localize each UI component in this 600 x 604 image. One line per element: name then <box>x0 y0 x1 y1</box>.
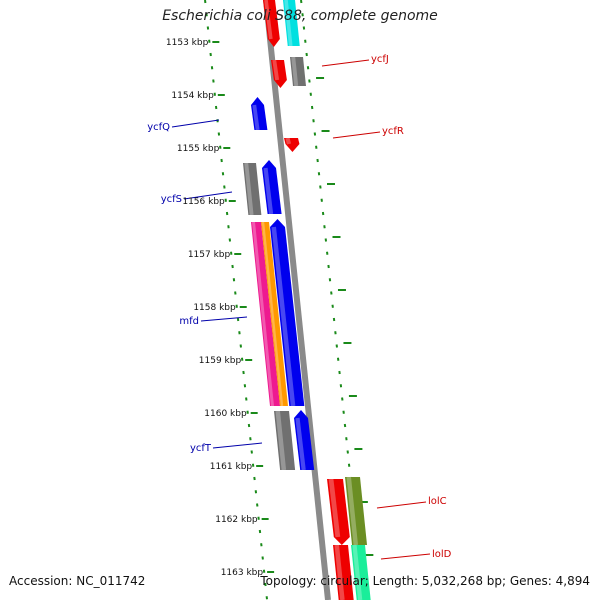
ruler-label: 1154 kbp <box>171 91 214 101</box>
gene-shade <box>288 138 289 144</box>
gene-label-ycfr-leader <box>333 132 380 138</box>
gene-label-ycfj: ycfJ <box>371 54 389 65</box>
gene-label-ycfj-leader <box>322 60 369 66</box>
gene-label-ycfr: ycfR <box>382 126 404 137</box>
gene-label-lolc: lolC <box>428 496 447 507</box>
ruler-label: 1159 kbp <box>199 356 242 366</box>
ruler-label: 1160 kbp <box>204 409 247 419</box>
gene-label-mfd: mfd <box>179 316 199 327</box>
ruler-label: 1153 kbp <box>166 38 209 48</box>
gene-features <box>243 0 371 600</box>
map-title: Escherichia coli S88, complete genome <box>0 8 600 24</box>
ruler-label: 1158 kbp <box>193 303 236 313</box>
gene-label-ycfq-leader <box>172 120 219 127</box>
ruler-label: 1163 kbp <box>221 568 264 578</box>
ruler-labels: 1153 kbp 1154 kbp 1155 kbp 1156 kbp 1157 kbp… <box>166 38 263 578</box>
genome-summary-text: Topology: circular; Length: 5,032,268 bp… <box>260 574 590 588</box>
accession-text: Accession: NC_011742 <box>9 574 145 588</box>
gene-label-lold-leader <box>381 554 430 559</box>
ruler-label: 1157 kbp <box>188 250 231 260</box>
ruler-label: 1161 kbp <box>210 462 253 472</box>
ruler-label: 1155 kbp <box>177 144 220 154</box>
ruler-label: 1162 kbp <box>215 515 258 525</box>
gene-label-mfd-leader <box>201 317 247 321</box>
gene-label-ycfs: ycfS <box>161 194 182 205</box>
gene-label-ycfq: ycfQ <box>147 122 170 133</box>
gene-label-lold: lolD <box>432 549 452 560</box>
gene-label-ycft: ycfT <box>190 443 212 454</box>
ruler-label: 1156 kbp <box>182 197 225 207</box>
gene-label-ycft-leader <box>213 443 262 448</box>
gene-label-lolc-leader <box>377 502 426 508</box>
